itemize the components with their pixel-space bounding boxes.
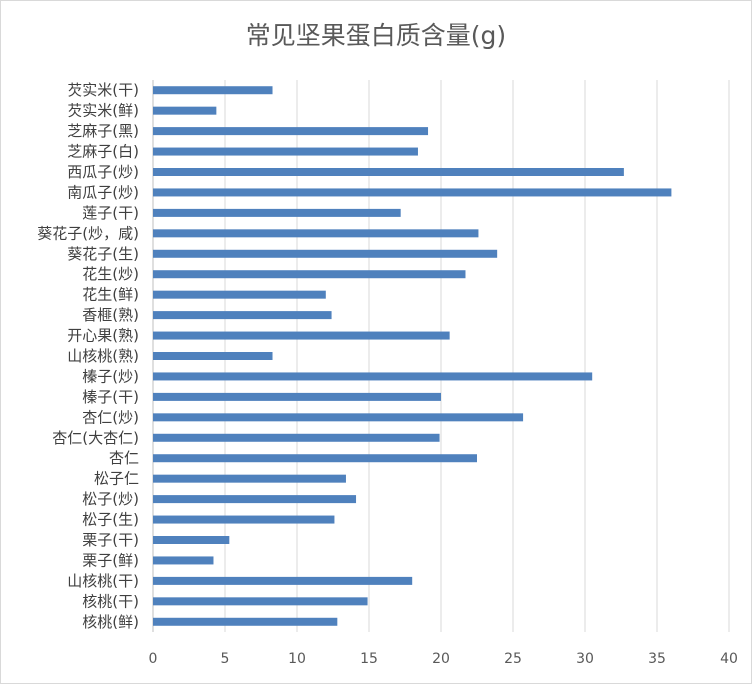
category-label: 芝麻子(黑) xyxy=(67,122,139,140)
x-tick-label: 0 xyxy=(149,651,158,667)
bar xyxy=(153,208,401,217)
category-label: 芝麻子(白) xyxy=(67,143,139,161)
category-label: 松子(生) xyxy=(82,511,139,529)
bar xyxy=(153,168,624,176)
x-tick-labels: 0 5 10 15 20 25 30 35 40 xyxy=(149,651,738,667)
x-tick-label: 40 xyxy=(720,651,738,667)
bar xyxy=(153,86,273,95)
category-label: 西瓜子(炒) xyxy=(67,163,139,181)
x-tick-label: 5 xyxy=(221,651,230,667)
bar xyxy=(153,474,346,483)
bar xyxy=(153,495,357,504)
bar xyxy=(153,617,338,626)
x-tick-label: 25 xyxy=(504,651,522,667)
bar xyxy=(153,127,429,136)
category-label: 葵花子(生) xyxy=(67,245,139,263)
category-label: 葵花子(炒，咸) xyxy=(37,224,139,242)
bar xyxy=(153,147,418,156)
category-label: 松子(炒) xyxy=(82,490,139,508)
category-label: 开心果(熟) xyxy=(67,327,139,345)
bar xyxy=(153,515,335,524)
x-tick-label: 35 xyxy=(648,651,666,667)
bar xyxy=(153,413,524,422)
category-label: 杏仁 xyxy=(109,449,139,467)
category-label: 核桃(鲜) xyxy=(82,613,139,631)
category-label: 栗子(干) xyxy=(82,531,139,549)
bar xyxy=(153,392,441,401)
bar xyxy=(153,290,326,299)
category-label: 花生(炒) xyxy=(82,265,139,283)
bars xyxy=(153,86,672,626)
category-label: 南瓜子(炒) xyxy=(67,183,139,201)
bar xyxy=(153,311,332,320)
bar xyxy=(153,352,273,360)
bar xyxy=(153,270,466,279)
category-label: 松子仁 xyxy=(94,470,139,488)
category-label: 香榧(熟) xyxy=(82,306,139,324)
category-label: 芡实米(鲜) xyxy=(67,102,139,120)
category-label: 莲子(干) xyxy=(82,204,139,222)
bar xyxy=(153,576,413,585)
bar xyxy=(153,331,450,340)
bar xyxy=(153,249,498,258)
bar xyxy=(153,536,230,544)
category-label: 山核桃(干) xyxy=(67,572,139,590)
x-tick-label: 15 xyxy=(360,651,378,667)
bar xyxy=(153,454,477,463)
category-label: 核桃(干) xyxy=(82,592,139,610)
category-labels: 芡实米(干) 芡实米(鲜) 芝麻子(黑) 芝麻子(白) 西瓜子(炒) 南瓜子(炒) 莲子(干… xyxy=(37,81,139,631)
bar xyxy=(153,556,214,565)
category-label: 山核桃(熟) xyxy=(67,347,139,365)
bar xyxy=(153,188,672,197)
category-label: 花生(鲜) xyxy=(82,286,139,304)
category-label: 杏仁(大杏仁) xyxy=(52,429,139,447)
category-label: 榛子(炒) xyxy=(82,367,139,385)
x-tick-label: 30 xyxy=(576,651,594,667)
category-label: 栗子(鲜) xyxy=(82,551,139,569)
bar xyxy=(153,433,440,442)
chart-title: 常见坚果蛋白质含量(g) xyxy=(245,21,507,50)
category-label: 杏仁(炒) xyxy=(82,408,139,426)
bar xyxy=(153,106,217,115)
category-label: 榛子(干) xyxy=(82,388,139,406)
x-tick-label: 20 xyxy=(432,651,450,667)
x-tick-label: 10 xyxy=(288,651,306,667)
bar xyxy=(153,372,593,381)
category-label: 芡实米(干) xyxy=(67,81,139,99)
bar xyxy=(153,597,368,606)
bar xyxy=(153,229,479,238)
